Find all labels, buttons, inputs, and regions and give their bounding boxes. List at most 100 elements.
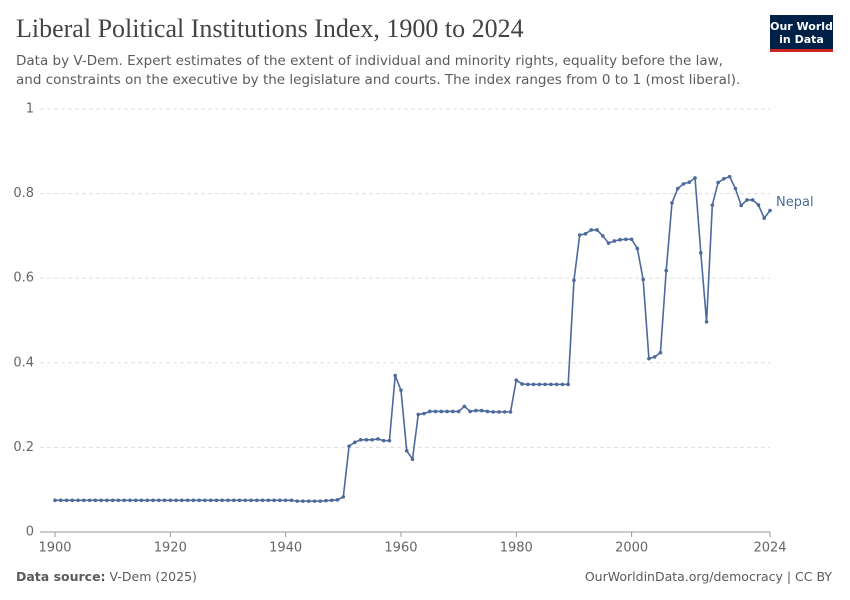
point bbox=[162, 498, 167, 503]
point bbox=[208, 498, 213, 503]
point bbox=[116, 498, 121, 503]
chart-title: Liberal Political Institutions Index, 19… bbox=[16, 14, 524, 43]
footer-right[interactable]: OurWorldinData.org/democracy | CC BY bbox=[584, 569, 832, 584]
point bbox=[122, 498, 126, 503]
point bbox=[531, 382, 536, 387]
point bbox=[376, 437, 380, 441]
point bbox=[658, 350, 663, 355]
point bbox=[335, 498, 340, 502]
point bbox=[220, 498, 225, 503]
point bbox=[716, 180, 720, 185]
point bbox=[255, 498, 259, 503]
point bbox=[416, 412, 421, 417]
point bbox=[191, 498, 196, 503]
point bbox=[64, 498, 69, 503]
y-tick-label: 0.6 bbox=[13, 271, 34, 286]
point bbox=[675, 186, 680, 191]
point bbox=[295, 499, 299, 503]
chart-subtitle: Data by V-Dem. Expert estimates of the e… bbox=[16, 53, 741, 88]
point bbox=[70, 498, 75, 503]
point bbox=[145, 498, 150, 503]
point bbox=[670, 201, 674, 205]
point bbox=[249, 498, 253, 503]
point bbox=[647, 356, 651, 361]
point bbox=[197, 498, 201, 503]
point bbox=[278, 498, 282, 503]
y-tick-label: 0.2 bbox=[13, 440, 34, 455]
point bbox=[318, 499, 323, 503]
y-tick-label: 0.4 bbox=[13, 355, 34, 370]
point bbox=[612, 239, 617, 243]
point bbox=[301, 499, 305, 503]
point bbox=[624, 237, 628, 242]
point bbox=[687, 180, 692, 184]
point bbox=[502, 410, 507, 414]
point bbox=[468, 409, 472, 414]
source-text: V-Dem (2025) bbox=[109, 569, 197, 584]
point bbox=[693, 176, 697, 180]
point bbox=[128, 498, 132, 503]
point bbox=[266, 498, 271, 503]
point bbox=[283, 498, 288, 503]
point bbox=[629, 237, 634, 242]
point bbox=[180, 498, 184, 503]
x-tick-label: 1940 bbox=[269, 541, 302, 556]
point bbox=[664, 268, 669, 273]
point bbox=[479, 408, 484, 413]
point bbox=[168, 498, 173, 503]
point bbox=[312, 499, 317, 503]
y-tick-label: 0 bbox=[26, 525, 34, 540]
point bbox=[537, 382, 542, 387]
point bbox=[456, 409, 461, 414]
point bbox=[151, 498, 155, 503]
logo-line: Our World bbox=[770, 20, 833, 33]
point bbox=[462, 404, 467, 409]
point bbox=[520, 382, 524, 386]
point bbox=[526, 382, 530, 387]
point bbox=[243, 498, 248, 503]
point bbox=[554, 382, 559, 387]
point bbox=[618, 237, 622, 242]
point bbox=[76, 498, 80, 503]
point bbox=[110, 498, 115, 503]
point bbox=[451, 409, 455, 414]
point bbox=[427, 409, 432, 414]
x-tick-label: 1900 bbox=[38, 541, 71, 556]
point bbox=[445, 409, 449, 414]
series-line bbox=[55, 175, 771, 502]
point bbox=[566, 382, 570, 387]
point bbox=[699, 251, 703, 255]
point bbox=[353, 440, 357, 445]
point bbox=[474, 408, 478, 413]
point bbox=[381, 438, 386, 443]
logo-line: in Data bbox=[779, 33, 824, 46]
point bbox=[87, 498, 92, 503]
x-tick-label: 2000 bbox=[615, 541, 648, 556]
point bbox=[347, 444, 351, 448]
logo[interactable]: Our World in Data bbox=[770, 15, 833, 52]
point bbox=[641, 277, 645, 282]
x-tick-label: 1920 bbox=[154, 541, 187, 556]
point bbox=[549, 382, 553, 387]
point bbox=[226, 498, 230, 503]
point bbox=[577, 233, 582, 237]
point bbox=[497, 410, 501, 414]
point bbox=[560, 382, 565, 387]
point bbox=[404, 448, 409, 453]
point bbox=[393, 373, 398, 378]
point bbox=[422, 411, 426, 416]
point bbox=[364, 437, 369, 442]
point bbox=[156, 498, 161, 503]
point bbox=[289, 498, 294, 503]
point bbox=[595, 228, 599, 232]
y-tick-label: 1 bbox=[26, 102, 34, 117]
x-tick-label: 1980 bbox=[500, 541, 533, 556]
point bbox=[739, 203, 743, 208]
point bbox=[635, 246, 640, 251]
point bbox=[139, 498, 144, 503]
chart: 0 0.2 0.4 0.6 0.8 1 1900 1920 1940 1960 1980 2000 20… bbox=[13, 102, 813, 556]
source: Data source: V-Dem (2025) bbox=[16, 569, 197, 584]
point bbox=[722, 176, 726, 181]
point bbox=[508, 410, 513, 414]
